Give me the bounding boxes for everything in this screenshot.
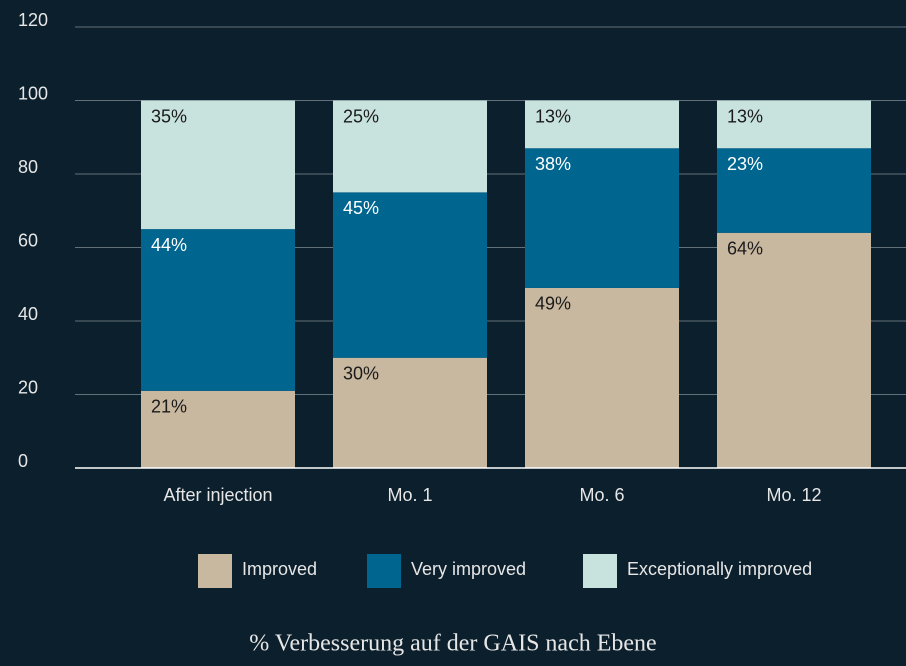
bar-segment (333, 357, 487, 468)
value-label: 64% (727, 239, 763, 259)
x-tick-label: After injection (163, 485, 272, 505)
legend-swatch (367, 554, 401, 588)
chart-title: % Verbesserung auf der GAIS nach Ebene (249, 631, 656, 657)
bar-segment (141, 229, 295, 391)
bar-segment (717, 148, 871, 233)
bar-segment (525, 287, 679, 468)
legend-label: Very improved (411, 559, 526, 579)
bar-segment (333, 100, 487, 193)
value-label: 30% (343, 364, 379, 384)
legend-label: Exceptionally improved (627, 559, 812, 579)
bar-segment (717, 100, 871, 149)
value-label: 23% (727, 154, 763, 174)
bar-segment (141, 100, 295, 230)
value-label: 49% (535, 294, 571, 314)
y-tick-label: 20 (18, 377, 38, 397)
legend-label: Improved (242, 559, 317, 579)
bar-segment (333, 192, 487, 358)
x-tick-label: Mo. 1 (387, 485, 432, 505)
x-tick-label: Mo. 6 (579, 485, 624, 505)
y-tick-label: 0 (18, 451, 28, 471)
y-tick-label: 120 (18, 10, 48, 30)
value-label: 13% (535, 106, 571, 126)
bar-segment (525, 148, 679, 288)
legend-swatch (583, 554, 617, 588)
y-tick-label: 80 (18, 157, 38, 177)
bar-segment (717, 232, 871, 468)
value-label: 38% (535, 154, 571, 174)
value-label: 45% (343, 198, 379, 218)
value-label: 35% (151, 106, 187, 126)
y-tick-label: 40 (18, 304, 38, 324)
value-label: 21% (151, 397, 187, 417)
value-label: 13% (727, 106, 763, 126)
y-tick-label: 100 (18, 83, 48, 103)
legend-swatch (198, 554, 232, 588)
bar-segment (141, 390, 295, 468)
y-tick-label: 60 (18, 230, 38, 250)
x-tick-label: Mo. 12 (766, 485, 821, 505)
value-label: 25% (343, 106, 379, 126)
bar-segment (525, 100, 679, 149)
value-label: 44% (151, 235, 187, 255)
